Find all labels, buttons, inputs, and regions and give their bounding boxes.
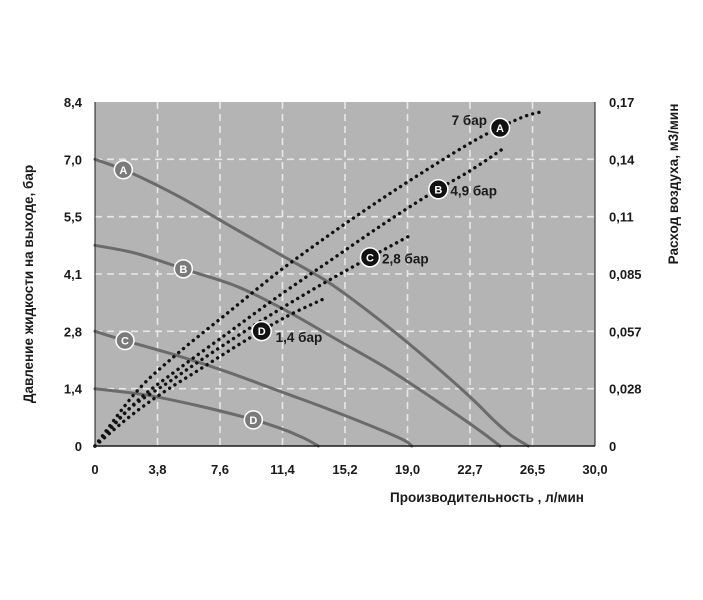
air-curve-d [93,296,327,448]
pressure-curve-badge [113,160,134,180]
air-curve-badge [359,247,381,268]
grid-lines [95,102,595,446]
curve-labels: A B C D A 7 бар B 4,9 бар C 2,8 бар D 1,4 бар [113,113,511,430]
pressure-curve-badge-text: D [249,415,257,427]
x-tick-label: 7,6 [211,462,229,477]
y2-tick-label: 0,14 [609,152,635,167]
y2-tick-label: 0,057 [609,324,642,339]
air-flow-curves [93,110,542,448]
air-curve-label: 2,8 бар [382,251,429,266]
y-axis-title: Давление жидкости на выходе, бар [21,165,36,403]
x-tick-label: 11,4 [270,462,295,477]
air-curve-label: 4,9 бар [450,183,497,198]
y2-tick-label: 0,11 [609,210,634,225]
y-tick-label: 1,4 [64,382,83,397]
x-tick-label: 22,7 [457,462,482,477]
air-curve-b [93,146,505,448]
x-tick-label: 3,8 [148,462,166,477]
y2-tick-label: 0,17 [609,95,634,110]
y-tick-label: 5,5 [64,210,82,225]
x-axis-title: Производительность , л/мин [390,490,584,505]
pressure-curve-badge [173,259,194,279]
pressure-curve-a [93,157,530,448]
y-tick-label: 2,8 [64,324,82,339]
x-tick-label: 0 [91,462,98,477]
pressure-curve-badge-text: A [119,165,127,177]
air-curve-badge [251,320,272,342]
air-curve-badge-text: C [366,252,374,264]
x-tick-label: 30,0 [582,462,607,477]
air-curve-badge-text: A [496,123,504,135]
y2-axis-title: Расход воздуха, м3/мин [666,104,681,265]
y2-tick-label: 0,028 [609,382,642,397]
air-curve-label: 7 бар [452,113,487,128]
y2-tick-label: 0,085 [609,267,642,282]
y-tick-label: 8,4 [64,95,83,110]
y-tick-label: 0 [75,439,82,454]
pressure-curve-badge [115,330,135,351]
pressure-curve-b [93,243,502,448]
air-curve-label: 1,4 бар [276,330,323,345]
pressure-curve-badge-text: C [121,336,129,348]
x-tick-label: 15,2 [332,462,357,477]
tick-labels: 0 3,8 7,6 11,4 15,2 19,0 22,7 26,5 30,001,42,84,… [64,95,642,477]
pressure-curve-badge [243,410,264,430]
pressure-curve-c [93,329,414,448]
air-curve-badge [489,117,511,139]
x-tick-label: 19,0 [395,462,420,477]
air-curve-c [93,233,412,448]
air-curve-badge-text: B [434,184,442,196]
air-curve-badge-text: D [258,326,266,338]
y2-tick-label: 0 [609,439,616,454]
pressure-curve-badge-text: B [179,264,187,276]
y-tick-label: 7,0 [64,152,82,167]
y-tick-label: 4,1 [64,267,82,282]
x-tick-label: 26,5 [520,462,545,477]
air-curve-badge [428,179,449,200]
